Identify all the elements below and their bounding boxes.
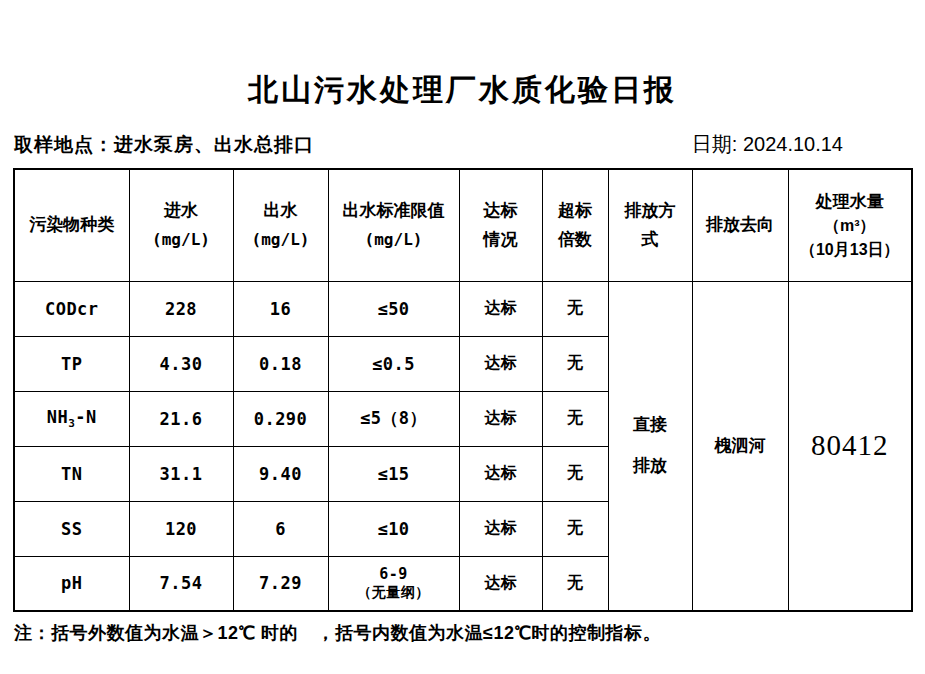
pollutant-name: CODcr [14, 281, 129, 336]
col-header-limit: 出水标准限值 (mg/L) [328, 169, 459, 281]
discharge-mode-line1: 直接 [609, 405, 692, 446]
header-row: 污染物种类 进水 (mg/L) 出水 (mg/L) 出水标准限值 (mg/L) … [14, 169, 912, 281]
col-header-volume-label: 处理水量 [789, 189, 912, 215]
limit-value: ≤5（8） [328, 391, 459, 446]
col-header-compliance-line2: 情况 [460, 225, 542, 255]
exceed-multiple: 无 [542, 446, 608, 501]
col-header-compliance-line1: 达标 [460, 196, 542, 226]
col-header-discharge-mode: 排放方 式 [608, 169, 692, 281]
table-row-codcr: CODcr 228 16 ≤50 达标 无 直接 排放 槐泗河 80412 [14, 281, 912, 336]
effluent-value: 0.290 [233, 391, 328, 446]
effluent-value: 9.40 [233, 446, 328, 501]
pollutant-name: SS [14, 501, 129, 556]
col-header-influent-unit: (mg/L) [130, 226, 233, 254]
compliance-status: 达标 [459, 446, 542, 501]
effluent-value: 0.18 [233, 336, 328, 391]
report-title: 北山污水处理厂水质化验日报 [0, 70, 925, 111]
col-header-pollutant: 污染物种类 [14, 169, 129, 281]
limit-value: ≤10 [328, 501, 459, 556]
effluent-value: 7.29 [233, 556, 328, 611]
col-header-effluent: 出水 (mg/L) [233, 169, 328, 281]
influent-value: 228 [129, 281, 233, 336]
compliance-status: 达标 [459, 501, 542, 556]
limit-range: 6-9 [329, 565, 459, 584]
pollutant-name: NH3-N [14, 391, 129, 446]
col-header-compliance: 达标 情况 [459, 169, 542, 281]
treated-volume-cell: 80412 [788, 281, 912, 611]
col-header-limit-label: 出水标准限值 [329, 196, 459, 226]
influent-value: 21.6 [129, 391, 233, 446]
col-header-discharge-mode-line1: 排放方 [609, 196, 692, 226]
limit-value: ≤50 [328, 281, 459, 336]
col-header-effluent-unit: (mg/L) [234, 226, 328, 254]
influent-value: 4.30 [129, 336, 233, 391]
pollutant-name: TP [14, 336, 129, 391]
discharge-mode-cell: 直接 排放 [608, 281, 692, 611]
col-header-effluent-label: 出水 [234, 196, 328, 226]
col-header-limit-unit: (mg/L) [329, 226, 459, 254]
influent-value: 31.1 [129, 446, 233, 501]
meta-row: 取样地点：进水泵房、出水总排口 日期: 2024.10.14 [14, 131, 843, 158]
col-header-volume-unit: （m³） [789, 214, 912, 238]
compliance-status: 达标 [459, 281, 542, 336]
discharge-mode-line2: 排放 [609, 446, 692, 487]
col-header-volume-date: （10月13日） [789, 238, 912, 262]
col-header-discharge-destination: 排放去向 [692, 169, 788, 281]
exceed-multiple: 无 [542, 556, 608, 611]
water-quality-table: 污染物种类 进水 (mg/L) 出水 (mg/L) 出水标准限值 (mg/L) … [13, 168, 913, 612]
report-date: 日期: 2024.10.14 [692, 131, 843, 158]
exceed-multiple: 无 [542, 501, 608, 556]
compliance-status: 达标 [459, 391, 542, 446]
report-page: 北山污水处理厂水质化验日报 取样地点：进水泵房、出水总排口 日期: 2024.1… [0, 0, 925, 674]
limit-value: 6-9 （无量纲） [328, 556, 459, 611]
col-header-exceed-line1: 超标 [543, 196, 608, 226]
exceed-multiple: 无 [542, 281, 608, 336]
pollutant-name: pH [14, 556, 129, 611]
col-header-influent-label: 进水 [130, 196, 233, 226]
exceed-multiple: 无 [542, 391, 608, 446]
limit-value: ≤15 [328, 446, 459, 501]
influent-value: 120 [129, 501, 233, 556]
influent-value: 7.54 [129, 556, 233, 611]
col-header-exceed-line2: 倍数 [543, 225, 608, 255]
col-header-discharge-mode-line2: 式 [609, 225, 692, 255]
col-header-exceed: 超标 倍数 [542, 169, 608, 281]
effluent-value: 16 [233, 281, 328, 336]
compliance-status: 达标 [459, 336, 542, 391]
limit-value: ≤0.5 [328, 336, 459, 391]
effluent-value: 6 [233, 501, 328, 556]
exceed-multiple: 无 [542, 336, 608, 391]
compliance-status: 达标 [459, 556, 542, 611]
col-header-influent: 进水 (mg/L) [129, 169, 233, 281]
sampling-location: 取样地点：进水泵房、出水总排口 [14, 132, 314, 158]
limit-unit-note: （无量纲） [329, 584, 459, 602]
footnote: 注：括号外数值为水温＞12℃ 时的 ，括号内数值为水温≤12℃时的控制指标。 [14, 621, 661, 645]
discharge-destination-cell: 槐泗河 [692, 281, 788, 611]
col-header-treated-volume: 处理水量 （m³） （10月13日） [788, 169, 912, 281]
pollutant-name: TN [14, 446, 129, 501]
